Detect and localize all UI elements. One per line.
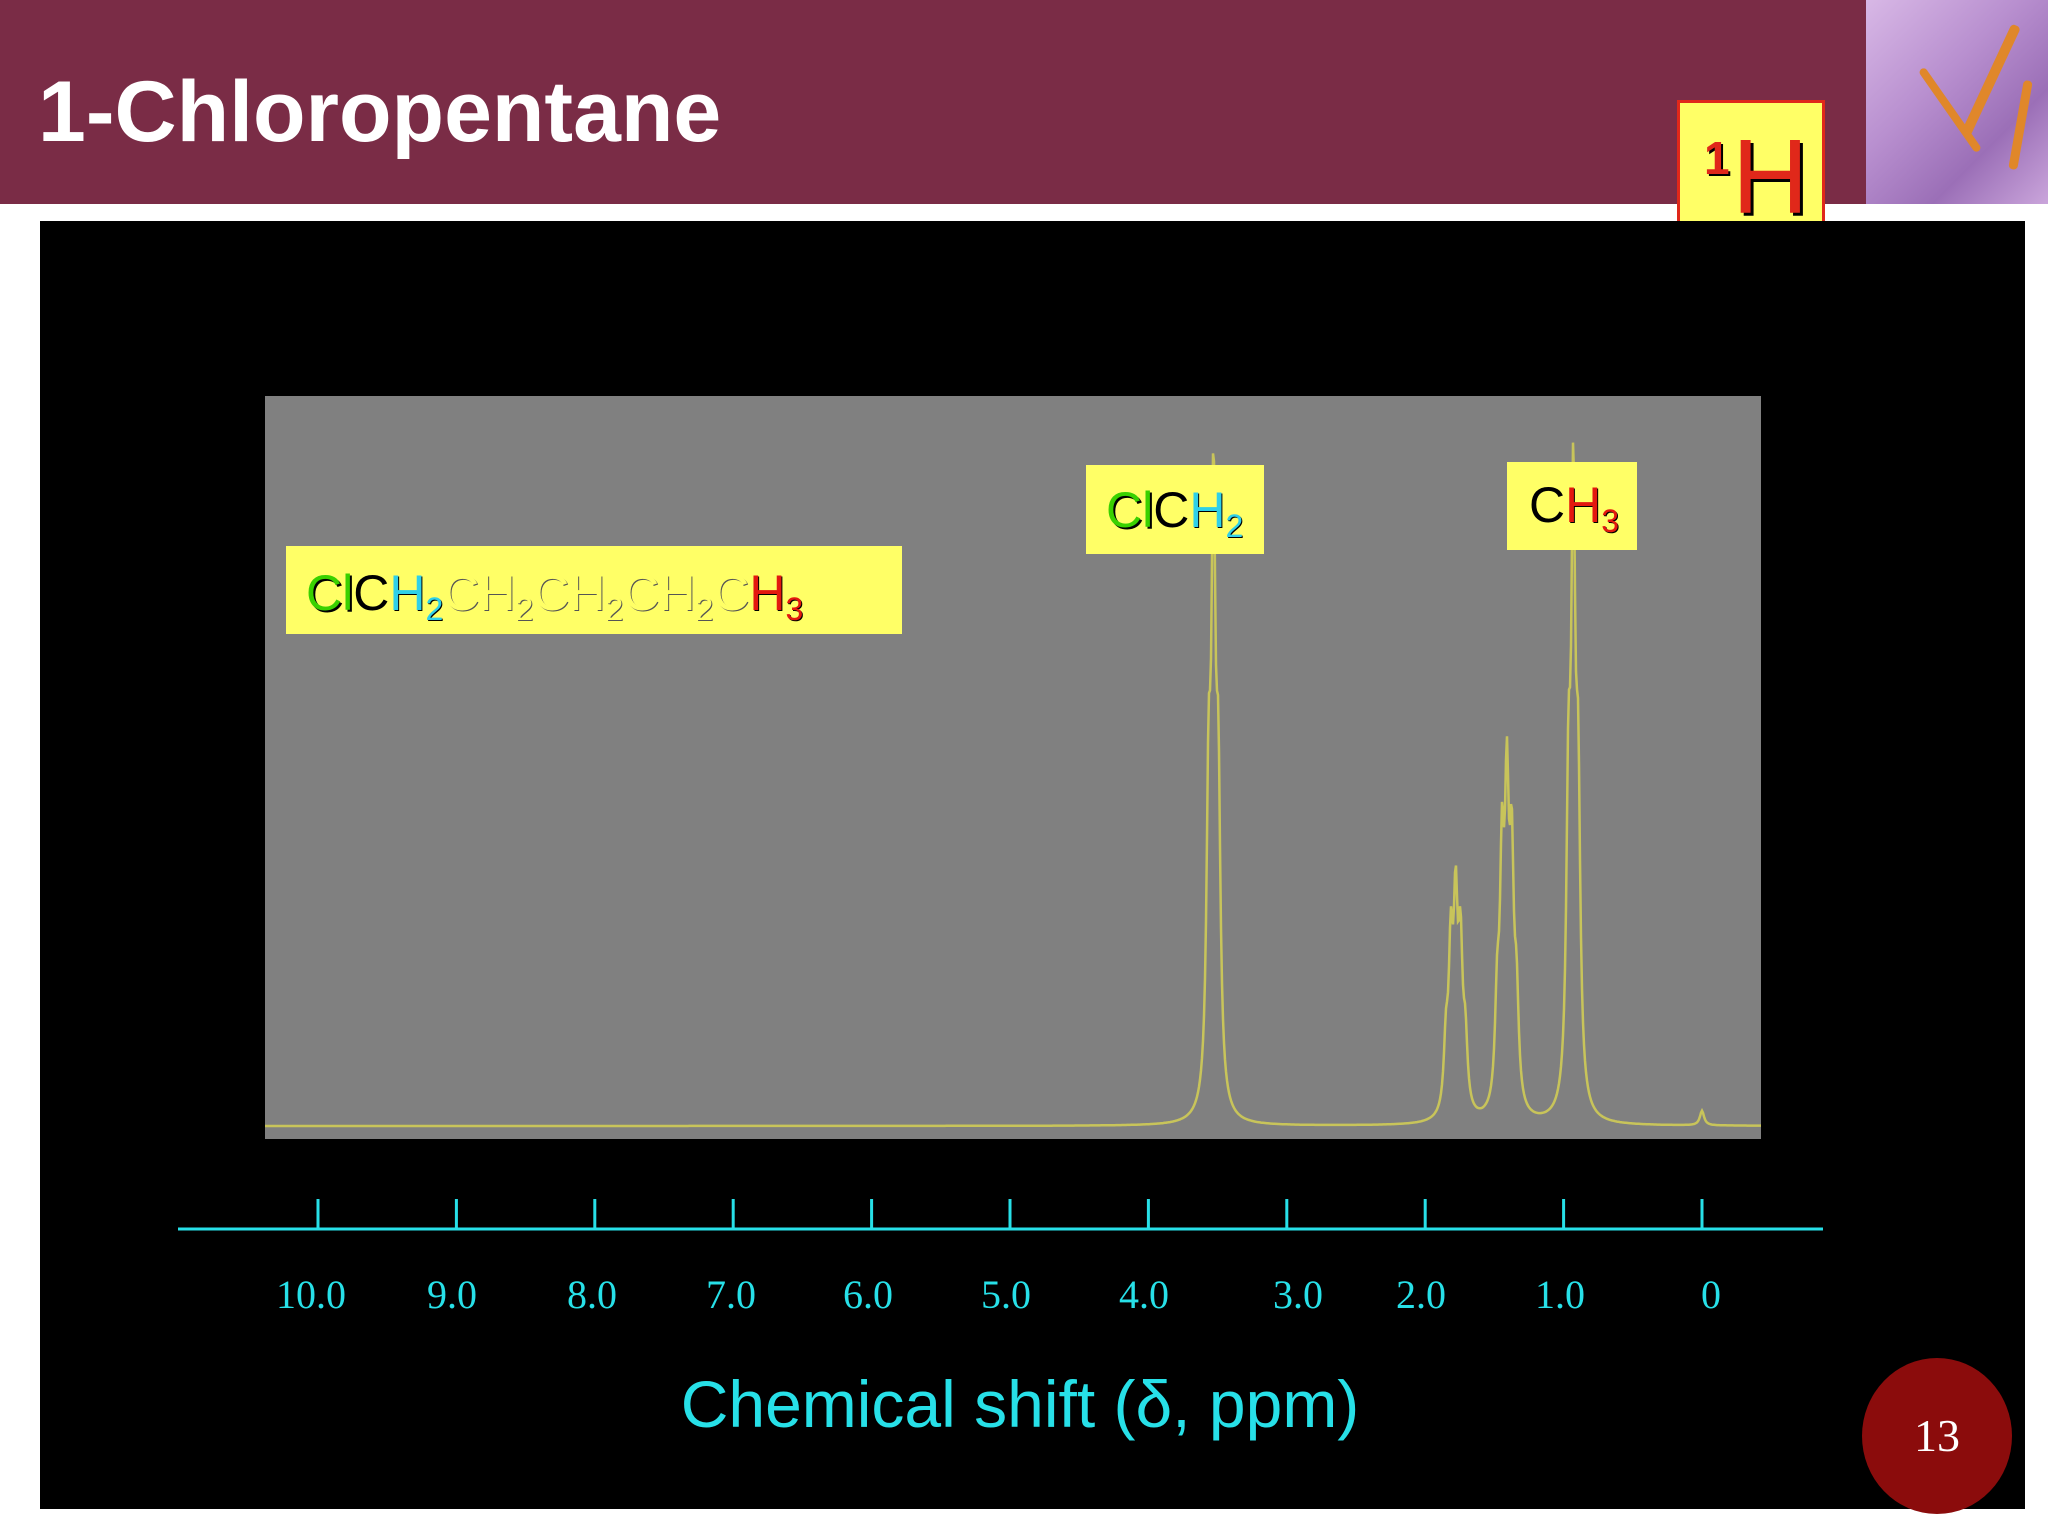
formula-fragment: C (353, 565, 390, 621)
proton-nmr-badge: 1 H (1677, 100, 1825, 242)
formula-fragment: 2 (695, 591, 714, 627)
formula-fragment: Cl (306, 565, 354, 621)
formula-fragment: C (713, 565, 750, 621)
clch2-peak-label: ClCH2 (1086, 465, 1264, 554)
formula-fragment: 2 (605, 591, 624, 627)
badge-superscript: 1 (1704, 132, 1730, 184)
formula-fragment: Cl (1106, 482, 1154, 538)
spectrum-trace (265, 442, 1761, 1128)
saffron-flower-image (1866, 0, 2048, 204)
nmr-spectrum (265, 442, 1761, 1128)
badge-symbol: H (1732, 118, 1809, 236)
page-number-badge: 13 (1862, 1358, 2012, 1514)
formula-fragment: H (1189, 482, 1226, 538)
formula-fragment: H (389, 565, 426, 621)
formula-fragment: 2 (1225, 508, 1244, 544)
formula-fragment: CH (533, 565, 606, 621)
formula-fragment: C (1529, 477, 1566, 533)
formula-fragment: CH (443, 565, 516, 621)
formula-fragment: 2 (425, 591, 444, 627)
ch3-peak-label: CH3 (1507, 462, 1637, 550)
page-number: 13 (1914, 1410, 1960, 1461)
title-bar: 1-Chloropentane (0, 0, 1866, 204)
formula-fragment: 2 (515, 591, 534, 627)
x-axis-label: Chemical shift (δ, ppm) (680, 1367, 1360, 1441)
slide-title: 1-Chloropentane (38, 64, 722, 160)
formula-fragment: CH (623, 565, 696, 621)
formula-fragment: 3 (785, 591, 804, 627)
formula-fragment: C (1153, 482, 1190, 538)
formula-fragment: 3 (1601, 503, 1620, 539)
spectrum-plot-area: ClCH2CH2CH2CH2CH3 ClCH2 CH3 (265, 396, 1761, 1139)
formula-fragment: H (749, 565, 786, 621)
structural-formula-label: ClCH2CH2CH2CH2CH3 (286, 546, 902, 634)
formula-fragment: H (1565, 477, 1602, 533)
